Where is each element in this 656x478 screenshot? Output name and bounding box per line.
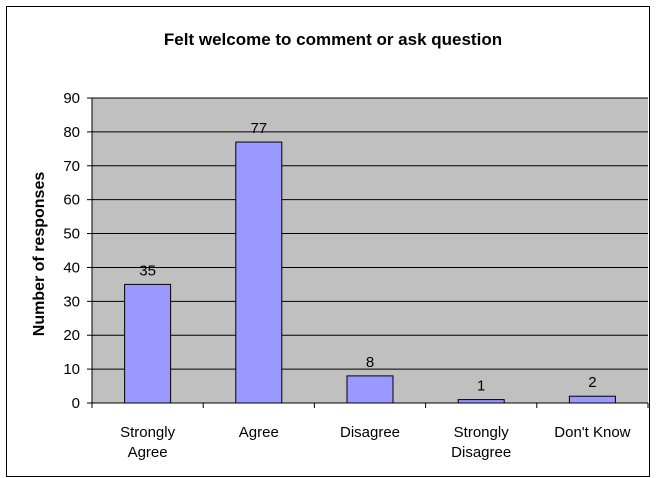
bar-3 [457, 399, 505, 404]
category-label: Disagree [340, 424, 400, 441]
data-label-1: 77 [250, 120, 267, 137]
category-label: Strongly [454, 424, 510, 441]
chart-title: Felt welcome to comment or ask question [164, 30, 502, 49]
y-tick-label: 70 [63, 158, 80, 175]
bar-2 [346, 375, 394, 404]
y-tick-label: 40 [63, 259, 80, 276]
y-tick-label: 90 [63, 90, 80, 107]
category-label: Agree [128, 444, 168, 461]
y-tick-label: 10 [63, 361, 80, 378]
y-tick-label: 20 [63, 327, 80, 344]
data-label-2: 8 [366, 354, 374, 371]
y-tick-label: 30 [63, 293, 80, 310]
category-label: Strongly [120, 424, 176, 441]
y-tick-label: 60 [63, 192, 80, 209]
data-label-4: 2 [588, 374, 596, 391]
category-label: Agree [239, 424, 279, 441]
bar-0 [124, 283, 172, 404]
y-tick-label: 0 [72, 395, 80, 412]
bar-4 [568, 395, 616, 404]
category-label: Disagree [451, 444, 511, 461]
category-label: Don't Know [554, 424, 630, 441]
plot-area: 0 10 20 30 40 50 60 70 80 90 35 Strongly Agree 77 Agre… [63, 90, 649, 461]
plot-background [92, 98, 648, 403]
bar-1 [235, 141, 283, 404]
y-tick-label: 80 [63, 124, 80, 141]
data-label-0: 35 [139, 262, 156, 279]
data-label-3: 1 [477, 378, 485, 395]
y-axis-label: Number of responses [31, 172, 48, 337]
y-tick-label: 50 [63, 226, 80, 243]
